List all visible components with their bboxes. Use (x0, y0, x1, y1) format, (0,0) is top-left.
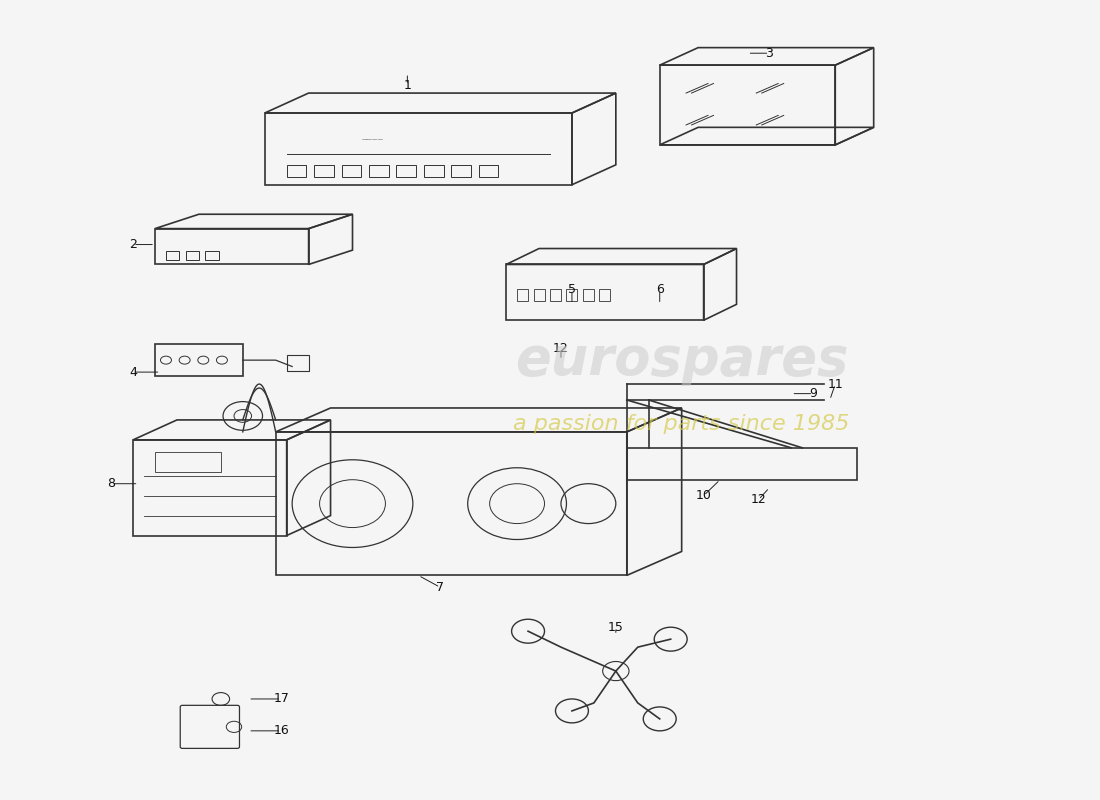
Bar (287, 355, 309, 371)
Bar (186, 251, 199, 261)
Text: 12: 12 (750, 493, 767, 506)
Text: ————: ———— (361, 138, 383, 142)
Bar (451, 165, 471, 177)
Text: 9: 9 (810, 387, 817, 400)
Text: 16: 16 (273, 724, 289, 738)
Bar (566, 289, 578, 301)
Text: 1: 1 (404, 78, 411, 91)
Bar (517, 289, 528, 301)
Text: 4: 4 (129, 366, 138, 378)
Text: 8: 8 (107, 478, 116, 490)
Text: 12: 12 (553, 342, 569, 354)
Bar (206, 251, 219, 261)
Bar (396, 165, 416, 177)
Bar (315, 165, 333, 177)
Bar (341, 165, 361, 177)
Bar (424, 165, 443, 177)
Text: 3: 3 (766, 46, 773, 60)
Text: 7: 7 (437, 581, 444, 594)
Text: 15: 15 (608, 621, 624, 634)
Text: 11: 11 (827, 378, 844, 390)
Text: 17: 17 (273, 693, 289, 706)
Bar (550, 289, 561, 301)
Text: 5: 5 (568, 283, 576, 297)
Bar (368, 165, 388, 177)
Text: a passion for parts since 1985: a passion for parts since 1985 (514, 414, 850, 434)
Bar (583, 289, 594, 301)
Text: 6: 6 (656, 283, 663, 297)
Bar (478, 165, 498, 177)
Bar (166, 251, 179, 261)
Bar (534, 289, 544, 301)
Bar (287, 165, 307, 177)
Text: eurospares: eurospares (515, 334, 848, 386)
Bar (155, 452, 221, 472)
Text: 10: 10 (695, 489, 712, 502)
Bar (600, 289, 610, 301)
Text: 2: 2 (129, 238, 138, 251)
